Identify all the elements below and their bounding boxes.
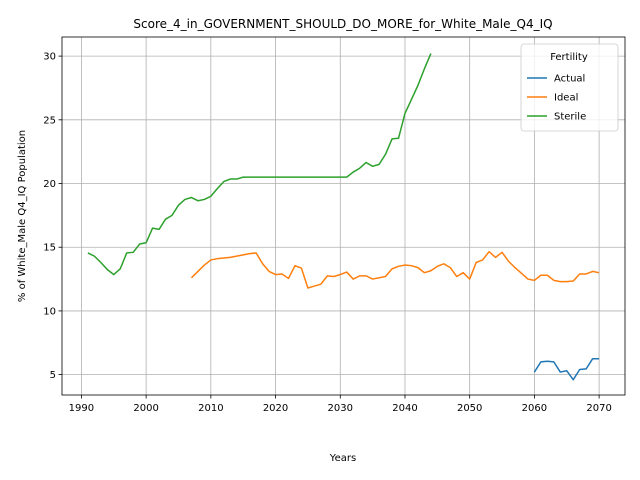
axis-ticks: 1990 2000 2010 2020 2030 2040 2050 2060 20705101… <box>43 52 612 414</box>
x-tick-label: 2010 <box>198 403 223 414</box>
x-tick-label: 2000 <box>133 403 158 414</box>
plot-frame <box>61 36 626 396</box>
y-tick-label: 20 <box>43 179 56 190</box>
x-tick-label: 2020 <box>263 403 288 414</box>
chart-title: Score_4_in_GOVERNMENT_SHOULD_DO_MORE_for… <box>133 17 552 31</box>
y-tick-label: 25 <box>43 115 56 126</box>
x-tick-label: 2060 <box>522 403 547 414</box>
series-lines <box>87 53 600 381</box>
y-tick-label: 30 <box>43 52 56 63</box>
legend: Fertility Actual Ideal Sterile <box>520 43 619 132</box>
y-tick-label: 5 <box>50 370 56 381</box>
x-tick-label: 2070 <box>586 403 611 414</box>
y-tick-label: 15 <box>43 243 56 254</box>
legend-label-actual: Actual <box>554 74 585 85</box>
series-line-ideal <box>190 250 600 289</box>
legend-entries: Actual Ideal Sterile <box>527 74 586 123</box>
x-tick-label: 2040 <box>392 403 417 414</box>
x-tick-label: 2030 <box>328 403 353 414</box>
series-line-sterile <box>87 53 432 276</box>
x-tick-label: 1990 <box>69 403 94 414</box>
x-axis-label: Years <box>329 453 356 464</box>
x-tick-label: 2050 <box>457 403 482 414</box>
legend-label-sterile: Sterile <box>554 112 586 123</box>
series-line-actual <box>533 357 600 381</box>
legend-box <box>520 43 619 132</box>
legend-label-ideal: Ideal <box>554 93 578 104</box>
y-tick-label: 10 <box>43 306 56 317</box>
y-axis-label: % of White_Male Q4_IQ Population <box>17 130 28 302</box>
legend-title: Fertility <box>550 52 588 63</box>
